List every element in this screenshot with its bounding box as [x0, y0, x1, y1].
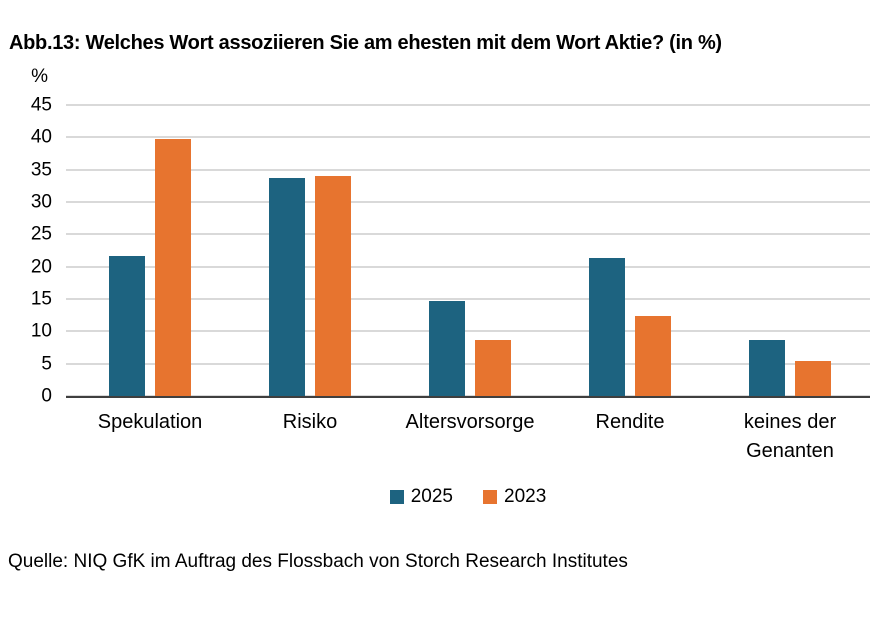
- bar-2023: [155, 139, 191, 396]
- bar-group: [269, 105, 351, 396]
- category-label: Spekulation: [97, 411, 203, 433]
- bar-group: [589, 105, 671, 396]
- plot-area: [66, 104, 870, 398]
- gridline: [66, 233, 870, 236]
- legend-swatch-2025: [389, 490, 404, 504]
- category-label: Risiko: [282, 411, 338, 433]
- bar-group: [109, 105, 191, 396]
- bar-2025: [429, 300, 465, 396]
- bar-group: [429, 105, 511, 396]
- bar-2025: [269, 178, 305, 396]
- legend-swatch-2023: [483, 490, 497, 504]
- category-label: Rendite: [595, 411, 665, 433]
- bar-2023: [635, 316, 671, 396]
- gridline: [66, 298, 870, 300]
- gridline: [66, 136, 870, 139]
- y-tick-label: 0: [41, 385, 52, 407]
- bar-2025: [589, 257, 625, 396]
- legend-label-2023: 2023: [504, 486, 547, 507]
- chart-title: Abb.13: Welches Wort assoziieren Sie am …: [9, 32, 722, 54]
- bar-2025: [749, 340, 785, 396]
- x-axis-line: [66, 396, 870, 398]
- y-tick-label: 10: [30, 320, 52, 342]
- x-axis-category-labels: Spekulation Risiko Altersvorsorge Rendite ke…: [0, 408, 880, 478]
- legend-item-2025: 2025: [389, 486, 453, 508]
- y-axis-unit-label: %: [31, 66, 48, 87]
- gridline: [66, 104, 870, 106]
- y-tick-label: 20: [30, 256, 52, 278]
- y-tick-label: 5: [41, 353, 52, 375]
- y-tick-label: 30: [30, 191, 52, 213]
- gridline: [66, 330, 870, 333]
- y-tick-label: 35: [30, 159, 52, 181]
- gridline: [66, 168, 870, 171]
- source-note: Quelle: NIQ GfK im Auftrag des Flossbach…: [8, 551, 628, 572]
- gridline: [66, 362, 870, 365]
- category-label: keines der Genanten: [743, 411, 837, 462]
- category-label: Altersvorsorge: [405, 411, 535, 433]
- gridline: [66, 265, 870, 268]
- y-tick-label: 40: [30, 126, 52, 148]
- y-tick-label: 25: [30, 223, 52, 245]
- legend-label-2025: 2025: [410, 486, 453, 507]
- y-tick-label: 15: [30, 288, 52, 310]
- bar-2023: [475, 340, 511, 396]
- y-tick-label: 45: [30, 94, 52, 116]
- gridline: [66, 201, 870, 203]
- legend: 2025 2023: [66, 486, 870, 508]
- y-axis-tick-labels: 0 5 10 15 20 25 30 35 40 45: [0, 96, 52, 406]
- bar-2023: [795, 361, 831, 396]
- bar-group: [749, 105, 831, 396]
- bar-2025: [109, 255, 145, 396]
- bar-2023: [315, 175, 351, 396]
- legend-item-2023: 2023: [483, 486, 546, 508]
